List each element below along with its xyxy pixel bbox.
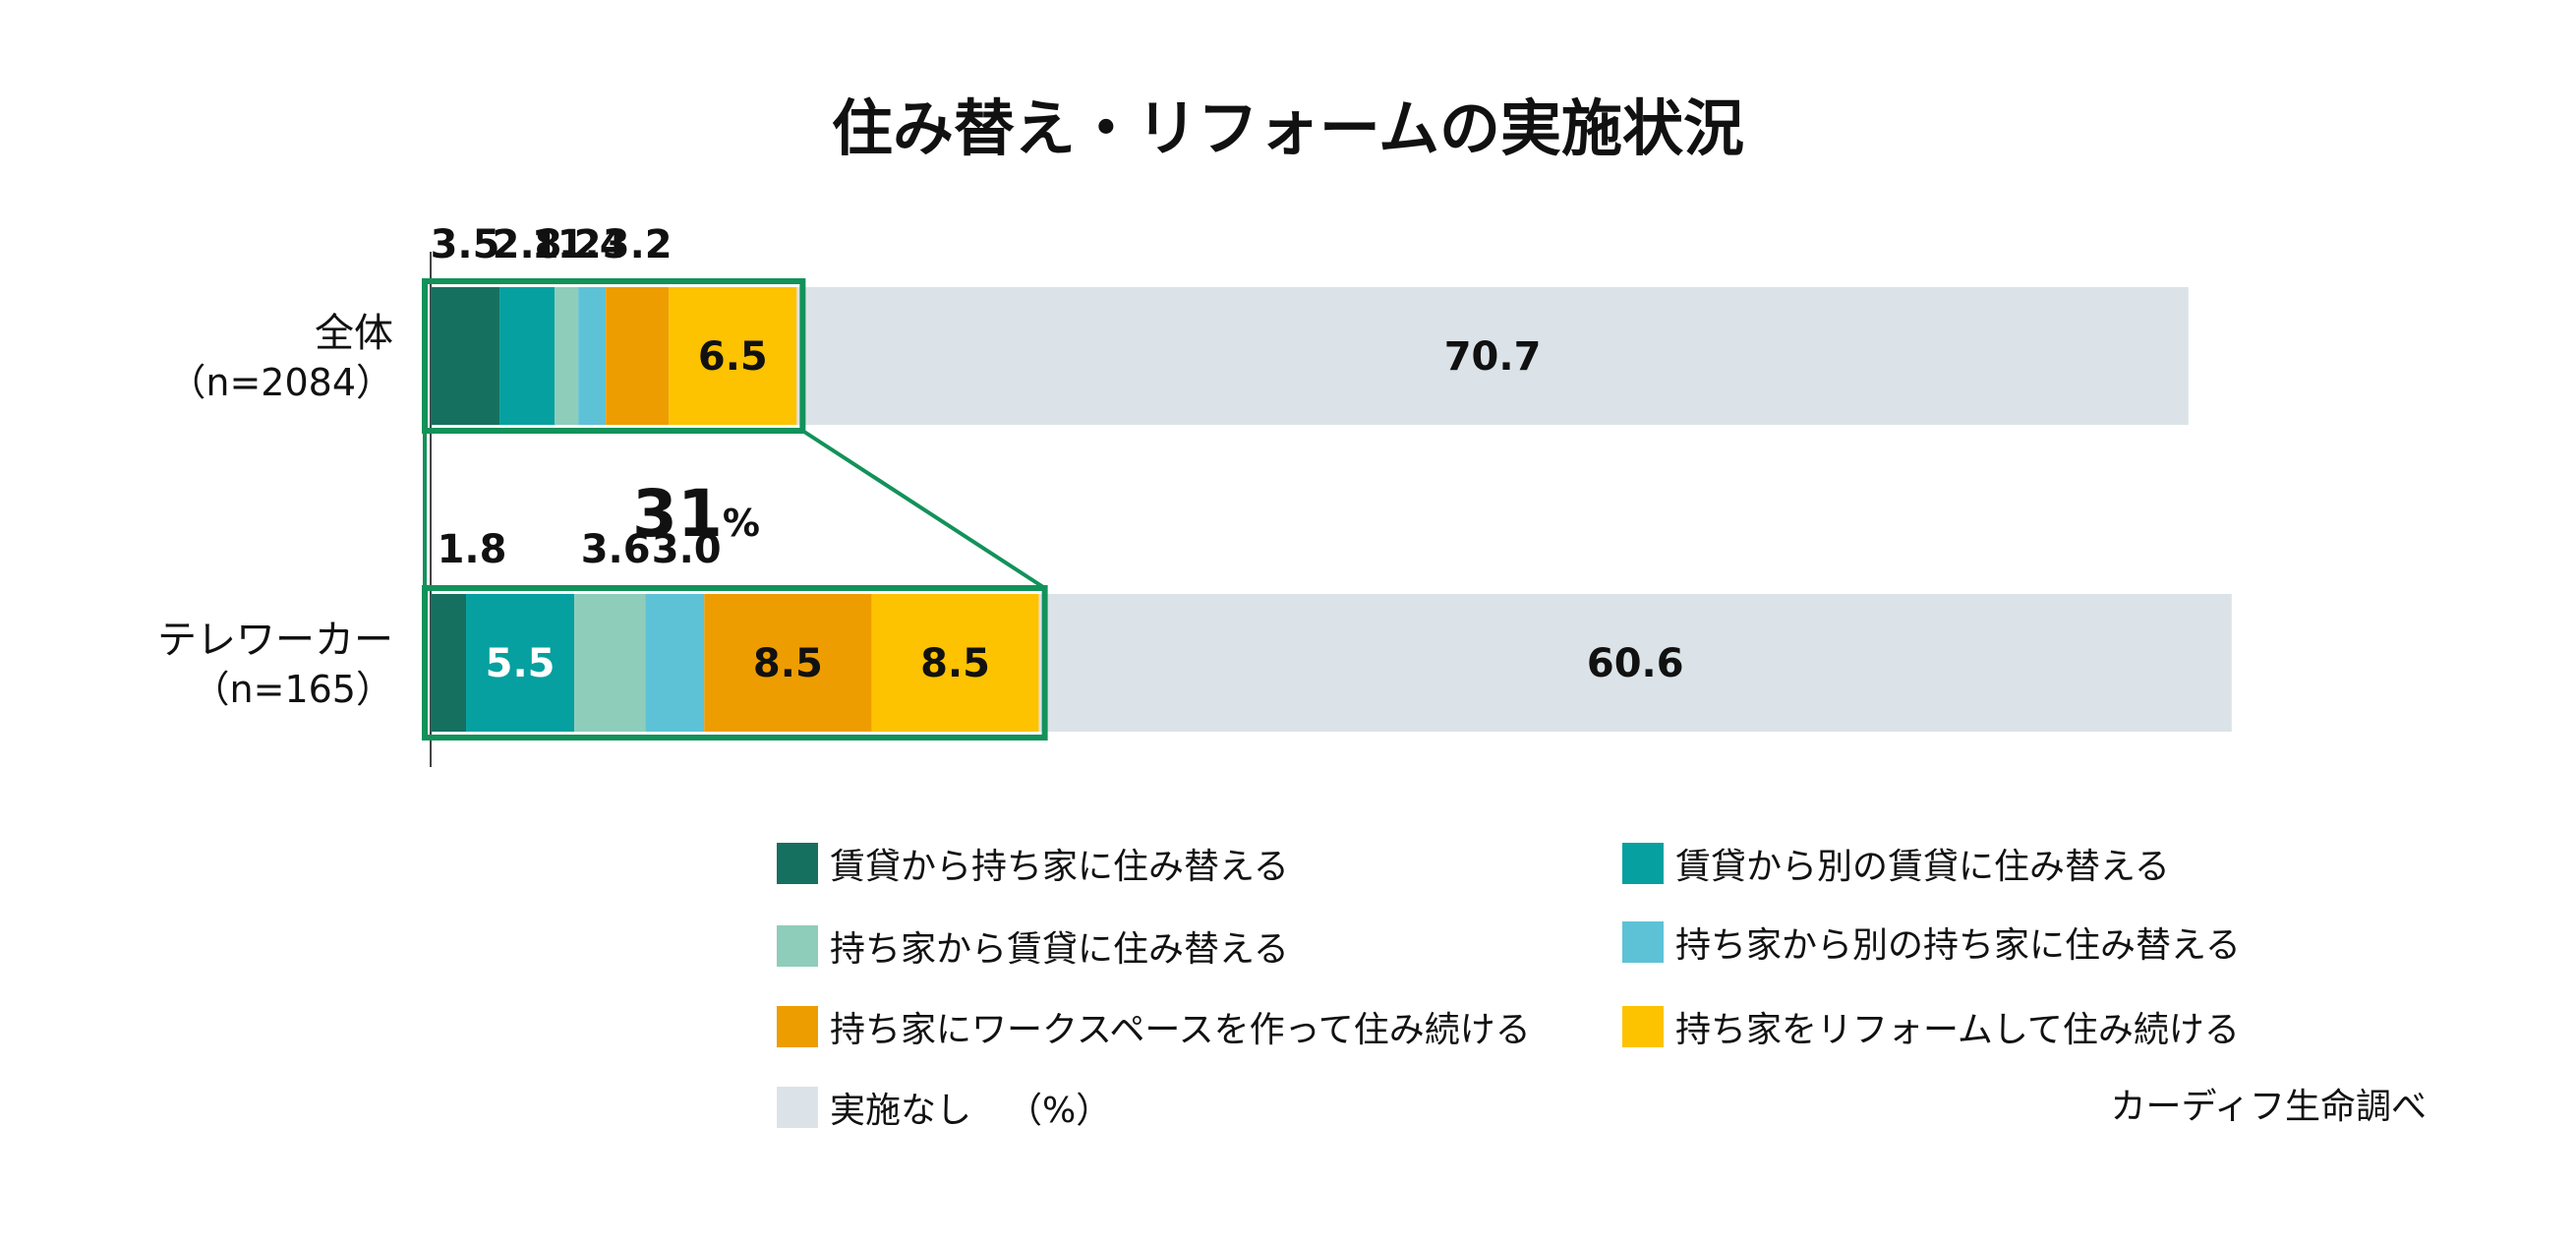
category-label: テレワーカー	[157, 618, 393, 663]
highlight-box	[422, 278, 806, 434]
data-label: 1.4	[557, 222, 627, 267]
legend-swatch	[777, 843, 818, 884]
data-label: 60.6	[1587, 641, 1684, 686]
data-label: 1.2	[532, 222, 602, 267]
data-label: 8.5	[753, 641, 823, 686]
highlight-box	[422, 585, 1048, 740]
bar-segment	[796, 287, 2189, 425]
bar-segment	[871, 594, 1039, 732]
bar-segment	[645, 594, 705, 732]
data-label: 3.0	[652, 527, 722, 572]
legend-swatch	[777, 1006, 818, 1047]
unit-label: （%）	[1007, 1091, 1112, 1131]
legend-swatch	[1622, 843, 1664, 884]
legend-item: 持ち家から別の持ち家に住み替える	[1622, 917, 2241, 968]
legend-label: 持ち家から賃貸に住み替える	[830, 929, 1289, 970]
data-label: 3.5	[431, 222, 500, 267]
legend-swatch	[777, 925, 818, 967]
bar-segment	[578, 287, 607, 425]
data-label: 6.5	[698, 334, 768, 380]
legend-swatch	[1622, 1006, 1664, 1047]
bar-segment	[704, 594, 872, 732]
data-label: 1.8	[438, 527, 507, 572]
legend-label: 持ち家をリフォームして住み続ける	[1675, 1010, 2240, 1050]
data-label: 70.7	[1444, 334, 1542, 380]
data-label: 8.5	[920, 641, 990, 686]
legend-item: 賃貸から持ち家に住み替える	[777, 838, 1289, 889]
connector-line	[801, 429, 1046, 590]
legend-swatch	[1622, 921, 1664, 963]
bar-segment	[669, 287, 797, 425]
legend-label: 賃貸から持ち家に住み替える	[830, 847, 1289, 887]
category-sublabel: （n=165）	[193, 668, 393, 711]
category-sublabel: （n=2084）	[168, 361, 393, 404]
legend-label: 実施なし	[830, 1091, 972, 1131]
chart-title: 住み替え・リフォームの実施状況	[832, 92, 1744, 164]
data-label: 5.5	[486, 641, 556, 686]
data-label: 3.2	[603, 222, 673, 267]
bar-segment	[555, 287, 579, 425]
category-label: 全体	[315, 311, 393, 356]
legend-item: 賃貸から別の賃貸に住み替える	[1622, 838, 2170, 889]
source-note: カーディフ生命調べ	[2110, 1087, 2427, 1127]
data-label: 2.8	[493, 222, 562, 267]
bar-segment	[606, 287, 670, 425]
legend-swatch	[777, 1087, 818, 1128]
bar-segment	[466, 594, 575, 732]
annotation-total: 31%	[632, 476, 760, 552]
data-label: 3.6	[581, 527, 651, 572]
legend-item: 持ち家から賃貸に住み替える	[777, 920, 1289, 972]
legend-label: 賃貸から別の賃貸に住み替える	[1675, 847, 2170, 887]
legend-label: 持ち家から別の持ち家に住み替える	[1675, 925, 2241, 966]
bar-segment	[499, 287, 556, 425]
bar-segment	[431, 287, 500, 425]
bar-segment	[1038, 594, 2232, 732]
bar-segment	[431, 594, 467, 732]
legend-item: 実施なし （%）	[777, 1082, 1111, 1133]
bar-segment	[574, 594, 646, 732]
legend-item: 持ち家にワークスペースを作って住み続ける	[777, 1001, 1531, 1052]
legend-label: 持ち家にワークスペースを作って住み続ける	[830, 1010, 1531, 1050]
legend-item: 持ち家をリフォームして住み続ける	[1622, 1001, 2240, 1052]
